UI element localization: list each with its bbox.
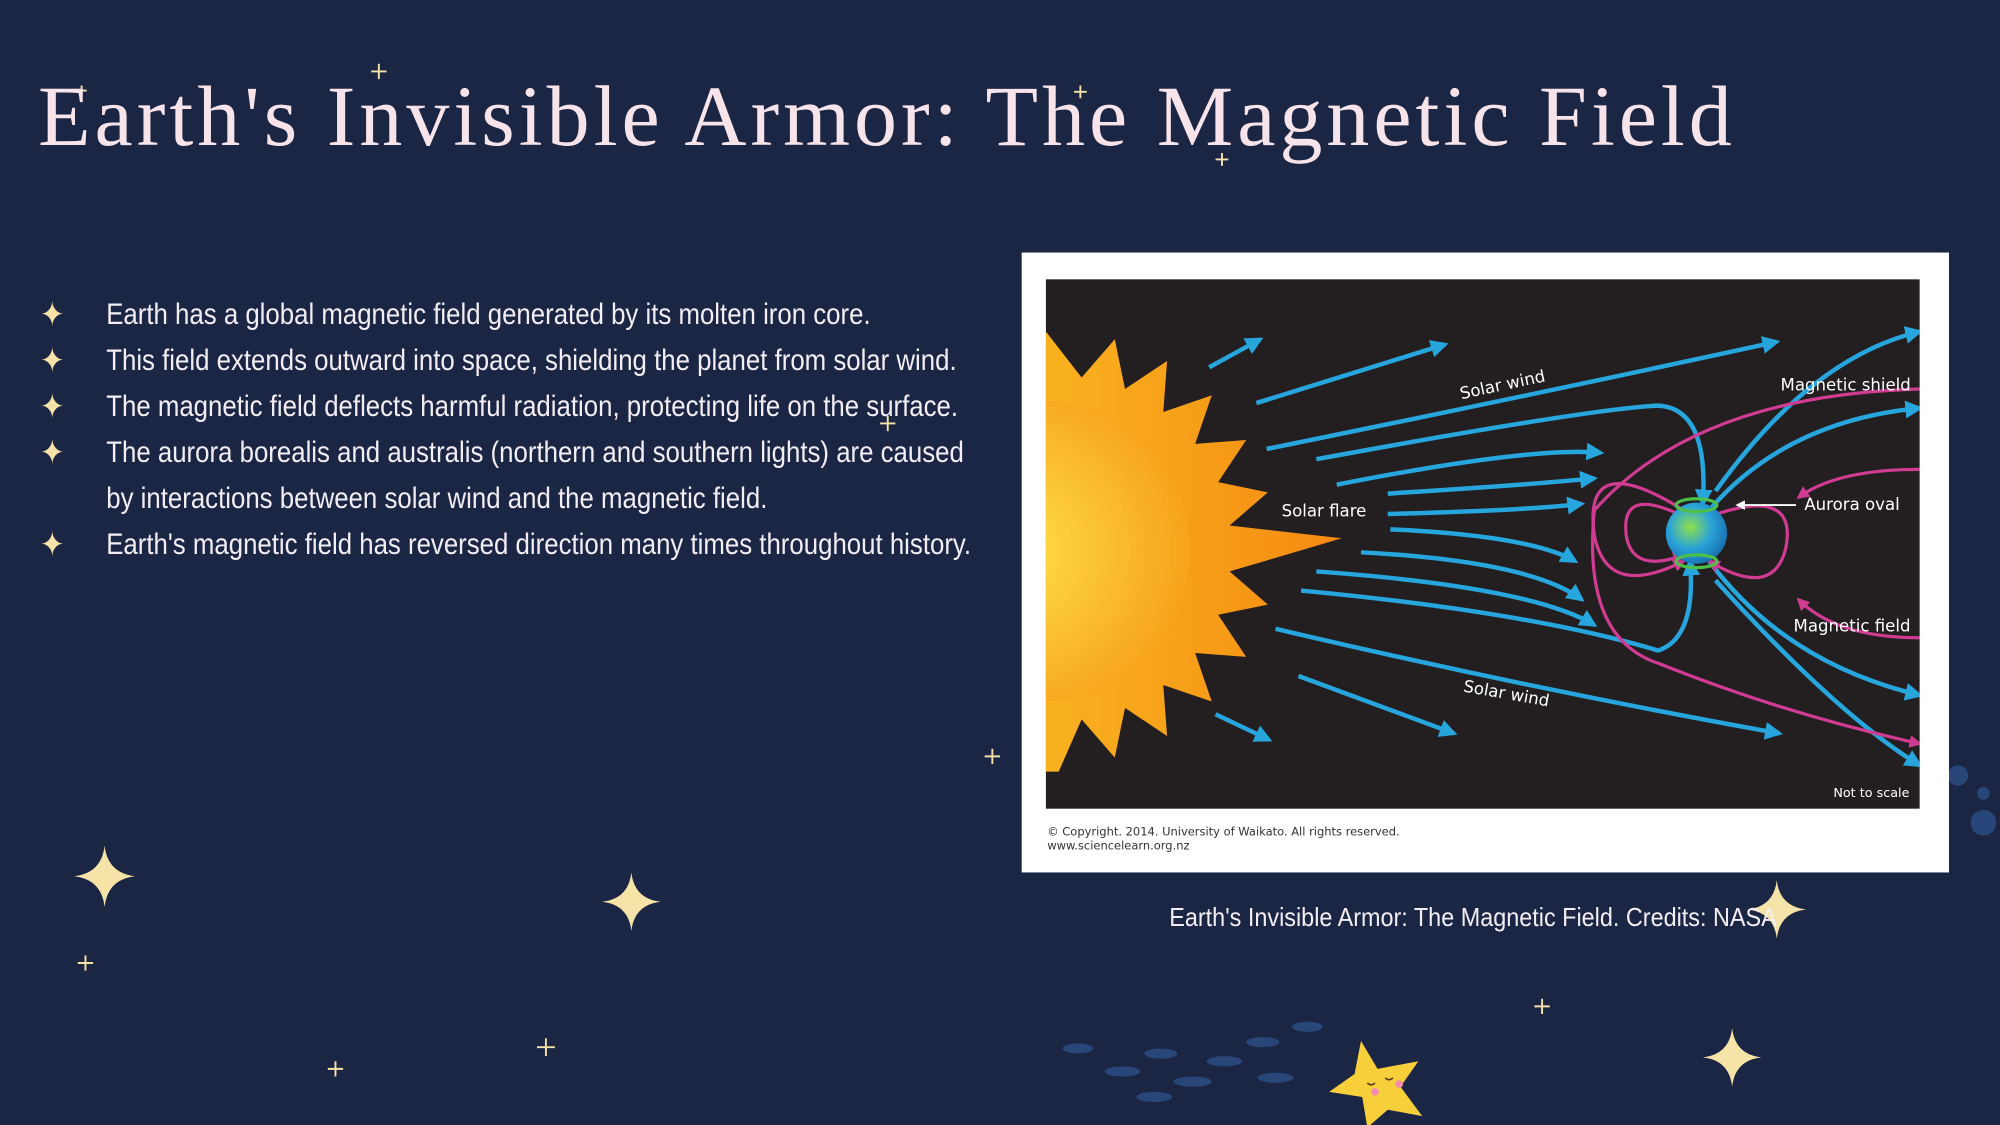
- diagram-label: Aurora oval: [1804, 495, 1899, 514]
- title: Earth's Invisible Armor: The Magnetic Fi…: [38, 68, 1736, 164]
- diagram-label: Solar flare: [1282, 502, 1367, 521]
- diagram-label: Magnetic field: [1794, 616, 1911, 635]
- bullet-text: Earth's magnetic field has reversed dire…: [106, 528, 972, 561]
- bullet: ✦ This field extends outward into space, …: [40, 338, 995, 384]
- bullet-text: Earth has a global magnetic field genera…: [106, 298, 871, 331]
- star-character: [1329, 1040, 1423, 1125]
- bullet-icon: ✦: [40, 388, 65, 426]
- aurora-oval: [1674, 553, 1719, 570]
- bullet-text: This field extends outward into space, s…: [106, 344, 957, 377]
- bullet-icon: ✦: [40, 342, 65, 380]
- bullet: ✦ The magnetic field deflects harmful rad…: [40, 384, 995, 430]
- bullet-text: The aurora borealis and australis (north…: [106, 436, 964, 515]
- small-crosses: [76, 63, 1550, 1077]
- sparkle: [73, 845, 136, 907]
- bullet: ✦ Earth has a global magnetic field gener…: [40, 292, 995, 338]
- sun: [1045, 400, 1191, 702]
- slide-scaled: Solar wind Magnetic shield Solar flare A…: [73, 63, 1997, 1125]
- note: Not to scale: [1833, 786, 1909, 801]
- bullet-icon: ✦: [40, 296, 65, 334]
- earth: [1665, 502, 1728, 564]
- diagram: [1045, 326, 1920, 772]
- bullet-list: ✦ Earth has a global magnetic field gener…: [40, 292, 995, 568]
- swoosh: [1062, 765, 1997, 1103]
- copyright: © Copyright. 2014. University of Waikato…: [1047, 824, 1399, 838]
- diagram-label: Magnetic shield: [1781, 375, 1911, 394]
- sparkle: [1702, 1028, 1762, 1087]
- bullet-text: The magnetic field deflects harmful radi…: [106, 390, 959, 423]
- bullet: ✦ Earth's magnetic field has reversed dir…: [40, 522, 995, 568]
- website: www.sciencelearn.org.nz: [1047, 838, 1189, 852]
- bullet: ✦ The aurora borealis and australis (nort…: [40, 430, 995, 522]
- magnetic-field-lines: [1590, 387, 1920, 748]
- bullet-icon: ✦: [40, 434, 65, 472]
- bullet-icon: ✦: [40, 526, 65, 564]
- figure-caption: Earth's Invisible Armor: The Magnetic Fi…: [1169, 902, 1777, 932]
- solar-wind-lines: [1208, 326, 1920, 768]
- aurora-oval: [1674, 497, 1719, 514]
- sparkle: [602, 872, 661, 932]
